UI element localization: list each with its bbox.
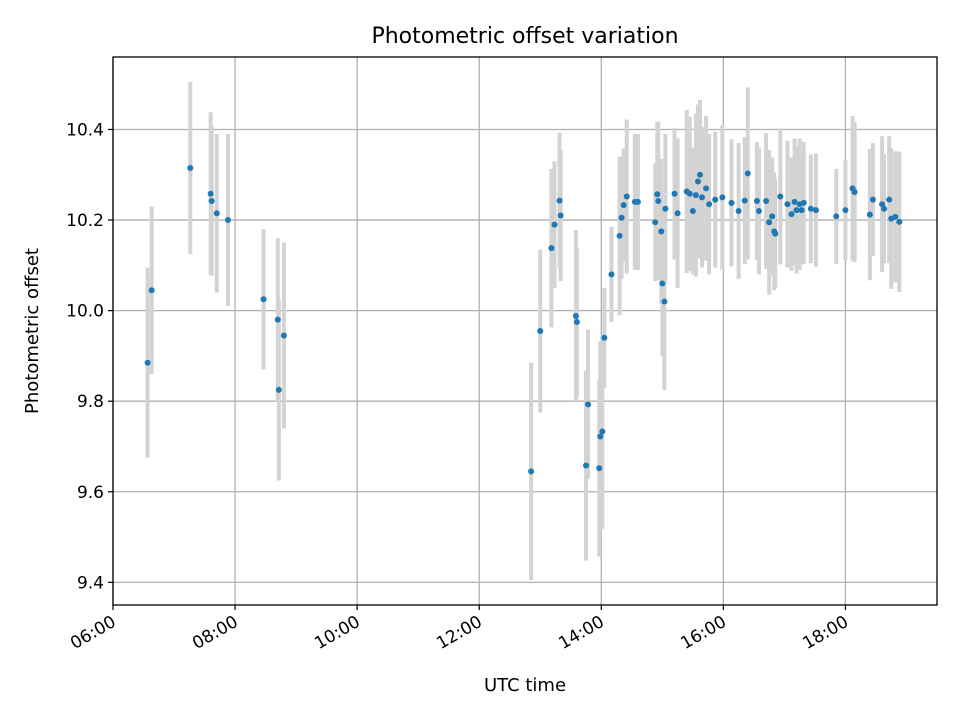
y-tick-label: 9.6 [77, 483, 104, 503]
data-point [699, 194, 706, 201]
data-point [599, 428, 606, 435]
data-point [548, 245, 555, 252]
data-point [763, 198, 770, 205]
data-point [842, 207, 849, 214]
plot-frame [112, 56, 938, 606]
data-point [207, 190, 214, 197]
data-point [662, 205, 669, 212]
data-point [788, 211, 795, 218]
data-point [275, 386, 282, 393]
data-point [583, 462, 590, 469]
data-point [585, 401, 592, 408]
data-point [766, 219, 773, 226]
data-point [696, 171, 703, 178]
data-point [601, 334, 608, 341]
data-points [144, 164, 903, 475]
data-point [744, 170, 751, 177]
data-point [812, 207, 819, 214]
data-point [537, 328, 544, 334]
data-point [833, 213, 840, 220]
data-point [689, 207, 696, 214]
y-tick-label: 10.4 [66, 120, 104, 140]
data-point [551, 221, 558, 228]
data-point [769, 213, 776, 220]
data-point [706, 201, 713, 208]
chart-title: Photometric offset variation [371, 24, 678, 49]
data-point [620, 202, 627, 209]
data-point [608, 271, 615, 278]
y-tick-label: 10.2 [66, 211, 104, 231]
data-point [694, 178, 701, 185]
data-point [741, 197, 748, 204]
data-point [557, 212, 564, 219]
data-point [658, 228, 665, 235]
data-point [728, 199, 735, 206]
data-point [654, 191, 661, 198]
data-point [213, 210, 220, 217]
data-point [597, 433, 604, 440]
data-point [671, 190, 678, 197]
data-point [573, 318, 580, 325]
data-point [260, 296, 267, 303]
y-tick-label: 9.8 [77, 392, 104, 412]
data-point [674, 210, 681, 217]
y-axis-ticks: 9.4 9.6 9.8 10.0 10.2 10.4 [66, 120, 113, 593]
data-point [755, 207, 762, 214]
data-point [661, 298, 668, 305]
data-point [208, 198, 215, 205]
data-point [274, 316, 281, 323]
data-point [692, 192, 699, 199]
data-point [528, 468, 535, 475]
data-point [800, 199, 807, 206]
data-point [784, 201, 791, 208]
data-point [703, 185, 710, 192]
data-point [793, 207, 800, 214]
data-point [896, 218, 903, 225]
x-axis-label: UTC time [484, 675, 566, 696]
data-point [798, 207, 805, 214]
data-point [851, 188, 858, 195]
data-point [144, 359, 151, 366]
data-point [148, 287, 155, 294]
data-point [686, 190, 693, 197]
data-point [879, 201, 886, 208]
data-point [556, 197, 563, 204]
data-point [280, 332, 287, 339]
data-point [881, 205, 888, 212]
data-point [634, 198, 641, 205]
data-point [735, 207, 742, 214]
data-point [659, 280, 666, 287]
data-point [224, 217, 231, 224]
data-point [777, 193, 784, 200]
data-point [886, 196, 893, 203]
data-point [596, 465, 603, 472]
data-point [753, 198, 760, 205]
data-point [187, 164, 194, 171]
data-point [618, 214, 625, 221]
data-point [791, 198, 798, 205]
data-point [772, 230, 779, 237]
data-point [866, 211, 873, 218]
y-tick-label: 10.0 [66, 302, 104, 322]
y-axis-label: Photometric offset [22, 248, 43, 414]
data-point [572, 313, 579, 320]
data-point [719, 194, 726, 201]
data-point [869, 196, 876, 203]
data-point [712, 196, 719, 203]
data-point [655, 198, 662, 205]
data-point [616, 232, 623, 239]
data-point [892, 213, 899, 220]
data-point [623, 193, 630, 200]
y-tick-label: 9.4 [77, 573, 104, 593]
data-point [652, 219, 659, 226]
data-point [807, 205, 814, 212]
